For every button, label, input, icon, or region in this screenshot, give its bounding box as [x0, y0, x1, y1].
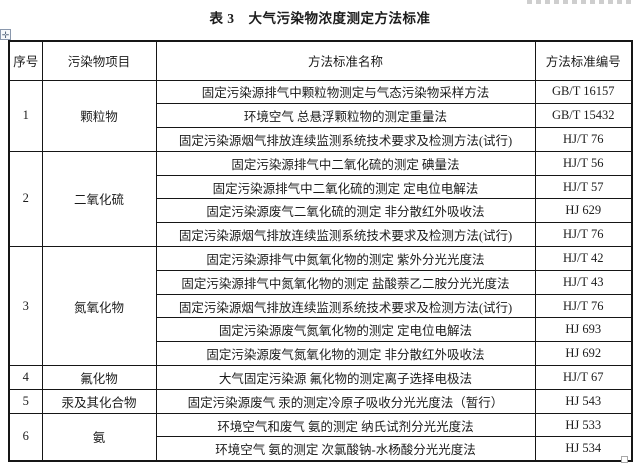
method-name-cell: 固定污染源烟气排放连续监测系统技术要求及检测方法(试行) [155, 222, 536, 248]
table-row: 5 汞及其化合物 固定污染源废气 汞的测定冷原子吸收分光光度法（暂行） HJ 5… [8, 388, 633, 414]
method-name-cell: 固定污染源废气氮氧化物的测定 定电位电解法 [155, 317, 536, 343]
method-code-cell: GB/T 15432 [534, 103, 633, 129]
row-no: 6 [8, 412, 43, 462]
method-name-cell: 固定污染源排气中氮氧化物的测定 紫外分光光度法 [155, 246, 536, 271]
row-no: 5 [8, 388, 43, 414]
method-name-cell: 固定污染源排气中二氧化硫的测定 定电位电解法 [155, 174, 536, 200]
table-row: 固定污染源排气中二氧化硫的测定 定电位电解法 HJ/T 57 [9, 174, 633, 200]
cropped-text-fragment [527, 0, 633, 4]
header-method-name: 方法标准名称 [155, 40, 536, 81]
method-name-cell: 固定污染源废气氮氧化物的测定 非分散红外吸收法 [155, 341, 536, 367]
pollutant-cell: 氟化物 [41, 365, 157, 390]
header-method-code: 方法标准编号 [534, 40, 633, 81]
table-row: 固定污染源排气中氮氧化物的测定 盐酸萘乙二胺分光光度法 HJ/T 43 [9, 269, 633, 295]
pollutant-cell: 颗粒物 [41, 79, 157, 152]
pollutant-cell: 氮氧化物 [41, 246, 157, 367]
methods-table: 序号 污染物项目 方法标准名称 方法标准编号 1 颗粒物 固定污染源排气中颗粒物… [8, 40, 633, 462]
table-move-handle-icon[interactable]: ✛ [0, 29, 11, 40]
method-code-cell: HJ/T 42 [534, 246, 633, 271]
method-code-cell: HJ 692 [534, 341, 633, 367]
method-name-cell: 固定污染源排气中二氧化硫的测定 碘量法 [155, 150, 536, 176]
header-pollutant: 污染物项目 [41, 40, 157, 81]
table-row: 6 氨 环境空气和废气 氨的测定 纳氏试剂分光光度法 HJ 533 [8, 412, 633, 462]
method-name-cell: 环境空气 氨的测定 次氯酸钠-水杨酸分光光度法 [155, 436, 536, 462]
method-name-cell: 环境空气和废气 氨的测定 纳氏试剂分光光度法 [155, 412, 536, 438]
method-code-cell: GB/T 16157 [534, 79, 633, 105]
row-no: 1 [8, 79, 43, 152]
row-no: 4 [8, 365, 43, 390]
method-name-cell: 固定污染源烟气排放连续监测系统技术要求及检测方法(试行) [155, 293, 536, 319]
table-row: 固定污染源烟气排放连续监测系统技术要求及检测方法(试行) HJ/T 76 [9, 127, 633, 152]
pollutant-cell: 汞及其化合物 [41, 388, 157, 414]
method-code-cell: HJ 534 [534, 436, 633, 462]
pollutant-cell: 氨 [41, 412, 157, 462]
row-no: 3 [8, 246, 43, 367]
table-resize-handle[interactable] [621, 456, 628, 463]
table-row: 固定污染源烟气排放连续监测系统技术要求及检测方法(试行) HJ/T 76 [9, 222, 633, 248]
table-row: 固定污染源废气二氧化硫的测定 非分散红外吸收法 HJ 629 [9, 198, 633, 224]
method-code-cell: HJ/T 76 [534, 127, 633, 152]
row-no: 2 [8, 150, 43, 248]
table-row: 固定污染源烟气排放连续监测系统技术要求及检测方法(试行) HJ/T 76 [9, 293, 633, 319]
method-code-cell: HJ/T 43 [534, 269, 633, 295]
table-title: 表 3 大气污染物浓度测定方法标准 [209, 11, 431, 26]
method-name-cell: 大气固定污染源 氟化物的测定离子选择电极法 [155, 365, 536, 390]
method-code-cell: HJ/T 76 [534, 222, 633, 248]
table-row: 环境空气 氨的测定 次氯酸钠-水杨酸分光光度法 HJ 534 [9, 436, 633, 462]
method-code-cell: HJ/T 67 [534, 365, 633, 390]
table-row: 2 二氧化硫 固定污染源排气中二氧化硫的测定 碘量法 HJ/T 56 [8, 150, 633, 248]
method-name-cell: 固定污染源烟气排放连续监测系统技术要求及检测方法(试行) [155, 127, 536, 152]
method-name-cell: 固定污染源废气二氧化硫的测定 非分散红外吸收法 [155, 198, 536, 224]
method-code-cell: HJ 629 [534, 198, 633, 224]
method-name-cell: 固定污染源废气 汞的测定冷原子吸收分光光度法（暂行） [155, 388, 536, 414]
table-row: 固定污染源废气氮氧化物的测定 非分散红外吸收法 HJ 692 [9, 341, 633, 367]
method-code-cell: HJ 533 [534, 412, 633, 438]
method-name-cell: 固定污染源排气中氮氧化物的测定 盐酸萘乙二胺分光光度法 [155, 269, 536, 295]
method-code-cell: HJ/T 56 [534, 150, 633, 176]
table-row: 固定污染源废气氮氧化物的测定 定电位电解法 HJ 693 [9, 317, 633, 343]
method-code-cell: HJ 693 [534, 317, 633, 343]
method-name-cell: 环境空气 总悬浮颗粒物的测定重量法 [155, 103, 536, 129]
table-row: 3 氮氧化物 固定污染源排气中氮氧化物的测定 紫外分光光度法 HJ/T 42 [8, 246, 633, 367]
table-row: 4 氟化物 大气固定污染源 氟化物的测定离子选择电极法 HJ/T 67 [8, 365, 633, 390]
header-no: 序号 [8, 40, 43, 81]
method-name-cell: 固定污染源排气中颗粒物测定与气态污染物采样方法 [155, 79, 536, 105]
pollutant-cell: 二氧化硫 [41, 150, 157, 248]
method-code-cell: HJ/T 57 [534, 174, 633, 200]
header-row: 序号 污染物项目 方法标准名称 方法标准编号 [8, 40, 633, 81]
table-row: 1 颗粒物 固定污染源排气中颗粒物测定与气态污染物采样方法 GB/T 16157 [8, 79, 633, 152]
method-code-cell: HJ/T 76 [534, 293, 633, 319]
method-code-cell: HJ 543 [534, 388, 633, 414]
table-row: 环境空气 总悬浮颗粒物的测定重量法 GB/T 15432 [9, 103, 633, 129]
